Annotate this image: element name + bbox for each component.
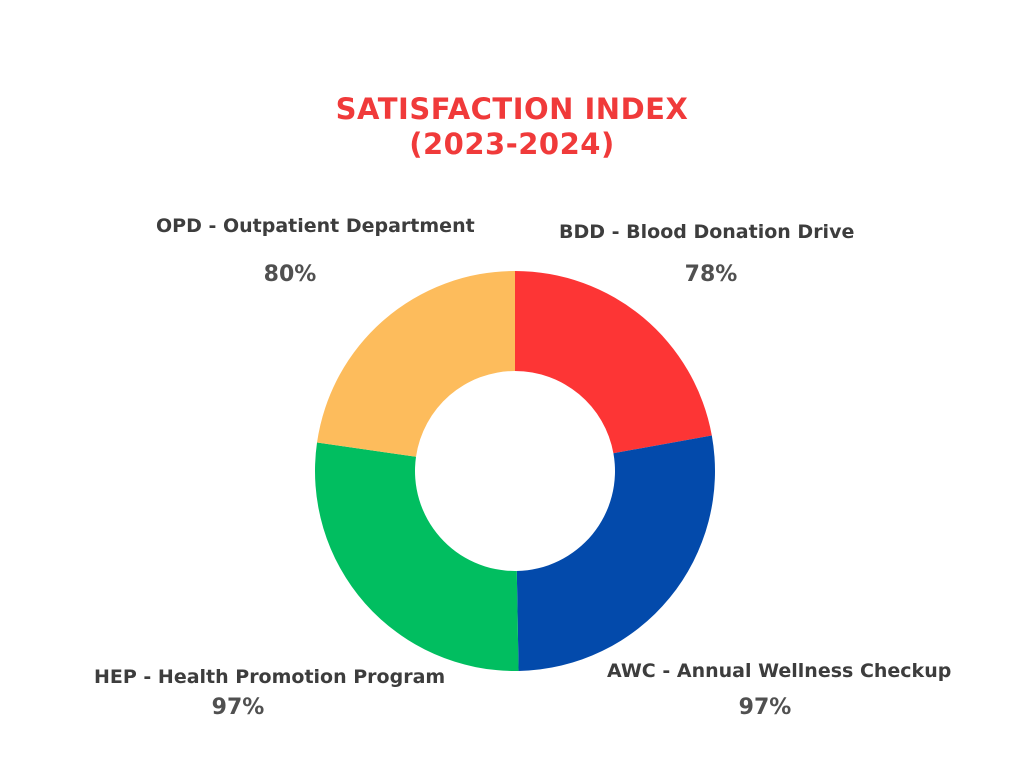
donut-slice-opd xyxy=(317,271,515,457)
chart-title-line-2: (2023-2024) xyxy=(409,127,615,161)
donut-slice-bdd xyxy=(515,271,712,454)
slice-label-opd: OPD - Outpatient Department xyxy=(156,215,475,237)
slice-value-bdd: 78% xyxy=(684,262,738,287)
slice-value-opd: 80% xyxy=(263,262,317,287)
slice-label-bdd: BDD - Blood Donation Drive xyxy=(559,221,855,243)
donut-slice-awc xyxy=(516,435,716,671)
donut-slice-hep xyxy=(314,442,519,671)
slice-value-hep: 97% xyxy=(211,695,265,720)
slice-value-awc: 97% xyxy=(738,695,792,720)
chart-title-line-1: SATISFACTION INDEX xyxy=(335,92,689,126)
slice-label-hep: HEP - Health Promotion Program xyxy=(94,666,446,688)
slice-label-awc: AWC - Annual Wellness Checkup xyxy=(607,660,952,682)
